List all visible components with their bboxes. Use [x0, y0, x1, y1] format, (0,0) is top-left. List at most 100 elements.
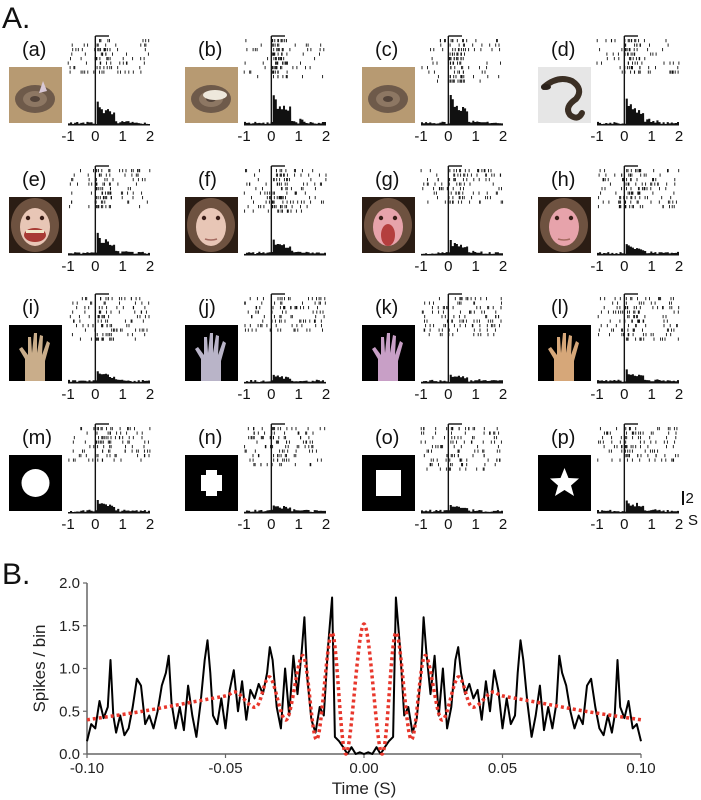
tick-label: 2	[321, 386, 331, 403]
panel-label: (a)	[22, 39, 47, 61]
tick-label: 0	[620, 258, 629, 275]
snake-s-shaped-white-bg-image	[538, 67, 591, 123]
tick-label: 2	[321, 128, 331, 145]
monkey-face-threat-image	[362, 197, 415, 253]
panel-label: (h)	[551, 169, 576, 191]
tick-label: 2	[674, 258, 684, 275]
monkey-hand-4-image	[538, 325, 591, 381]
scale-bar-value: 2	[685, 490, 694, 507]
y-tick-label: 2.0	[59, 575, 80, 592]
panel-label: (c)	[375, 39, 399, 61]
y-tick-label: 0.0	[59, 746, 80, 763]
tick-label: -1	[414, 386, 428, 403]
x-tick-label: -0.05	[208, 760, 242, 777]
panel-label: (e)	[22, 169, 47, 191]
x-tick-label: 0.10	[626, 760, 655, 777]
raster-histogram-plot	[67, 35, 150, 126]
tick-label: 0	[444, 258, 453, 275]
tick-label: 2	[498, 128, 508, 145]
x-tick-label: 0.00	[349, 760, 378, 777]
raster-panel-m: (m) -1 0 1 2	[9, 418, 179, 543]
tick-label: 2	[498, 516, 508, 533]
raster-histogram-plot	[68, 293, 150, 384]
raster-histogram-plot	[244, 423, 326, 514]
tick-label: -1	[237, 128, 251, 145]
raster-panel-n: (n) -1 0 1 2	[185, 418, 355, 543]
monkey-face-neutral-image	[185, 197, 238, 253]
raster-histogram-plot	[421, 293, 503, 384]
x-tick-label: 0.05	[488, 760, 517, 777]
tick-label: 1	[118, 516, 127, 533]
tick-label: -1	[237, 386, 251, 403]
panel-label: (l)	[551, 297, 569, 319]
tick-label: 1	[471, 516, 480, 533]
tick-label: 2	[674, 386, 684, 403]
panel-label: (o)	[375, 427, 400, 449]
panel-label: (d)	[551, 39, 576, 61]
tick-label: 0	[91, 516, 100, 533]
tick-label: -1	[590, 386, 604, 403]
scale-bar-unit: S	[688, 512, 699, 529]
raster-histogram-plot	[597, 293, 680, 384]
autocorrelogram-line	[86, 596, 642, 755]
tick-label: 0	[91, 386, 100, 403]
fitted-curve-dotted	[86, 622, 642, 756]
white-star-image	[538, 455, 591, 511]
y-axis-title: Spikes / bin	[30, 625, 49, 713]
raster-histogram-plot	[68, 423, 151, 514]
tick-label: 1	[294, 386, 303, 403]
tick-label: 2	[498, 386, 508, 403]
tick-label: 0	[267, 516, 276, 533]
raster-panel-e: (e) -1 0 1 2	[9, 160, 179, 285]
raster-histogram-plot	[596, 35, 680, 126]
section-b-label: B.	[2, 558, 31, 591]
tick-label: 0	[444, 128, 453, 145]
tick-label: 1	[294, 128, 303, 145]
monkey-hand-3-image	[362, 325, 415, 381]
raster-panel-l: (l) -1 0 1 2	[538, 288, 701, 413]
raster-panel-p: (p) -1 0 1 2	[538, 418, 701, 543]
snake-coiled-head-raised-image	[9, 67, 62, 123]
tick-label: 2	[145, 516, 155, 533]
white-square-image	[362, 455, 415, 511]
tick-label: 0	[444, 386, 453, 403]
tick-label: 2	[674, 516, 684, 533]
white-circle-image	[9, 455, 62, 511]
tick-label: -1	[414, 258, 428, 275]
panel-label: (k)	[375, 297, 399, 319]
tick-label: 1	[647, 258, 656, 275]
tick-label: 0	[267, 386, 276, 403]
raster-histogram-plot	[420, 165, 504, 256]
tick-label: 0	[267, 128, 276, 145]
tick-label: 2	[145, 128, 155, 145]
raster-panel-b: (b) -1 0 1 2	[185, 30, 355, 155]
panel-label: (m)	[22, 427, 52, 449]
monkey-face-open-mouth-image	[9, 197, 62, 253]
raster-panel-k: (k) -1 0 1 2	[362, 288, 532, 413]
tick-label: -1	[61, 516, 75, 533]
x-tick-label: -0.10	[70, 760, 104, 777]
monkey-hand-2-image	[185, 325, 238, 381]
raster-panel-d: (d) -1 0 1 2	[538, 30, 701, 155]
tick-label: 2	[321, 516, 331, 533]
raster-panel-a: (a) -1 0 1 2	[9, 30, 179, 155]
y-tick-label: 0.5	[59, 703, 80, 720]
tick-label: 0	[620, 386, 629, 403]
raster-histogram-plot	[244, 293, 326, 384]
tick-label: 0	[91, 128, 100, 145]
monkey-face-neutral-red-image	[538, 197, 591, 253]
scale-bar: 2	[682, 490, 694, 507]
tick-label: -1	[590, 258, 604, 275]
panel-label: (g)	[375, 169, 400, 191]
panel-label: (i)	[22, 297, 40, 319]
raster-panel-c: (c) -1 0 1 2	[362, 30, 532, 155]
tick-label: -1	[237, 516, 251, 533]
panel-label: (j)	[198, 297, 216, 319]
raster-histogram-plot	[243, 165, 327, 256]
tick-label: -1	[590, 128, 604, 145]
tick-label: 2	[498, 258, 508, 275]
panel-label: (b)	[198, 39, 223, 61]
raster-histogram-plot	[597, 423, 679, 514]
tick-label: -1	[414, 516, 428, 533]
y-tick-label: 1.0	[59, 661, 80, 678]
